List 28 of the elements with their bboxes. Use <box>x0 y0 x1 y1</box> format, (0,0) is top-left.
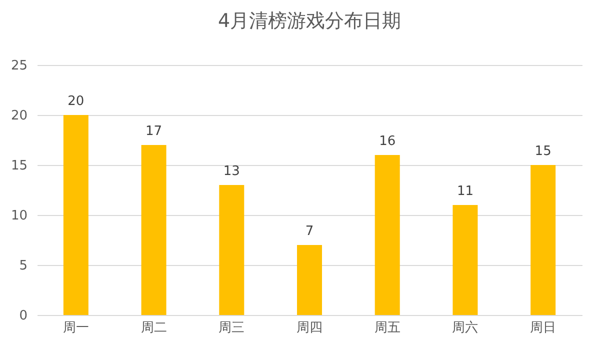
x-tick-label: 周五 <box>374 320 400 336</box>
data-label: 11 <box>456 184 474 199</box>
bar <box>141 145 166 315</box>
x-tick-label: 周四 <box>296 320 322 336</box>
bar <box>452 205 478 315</box>
bar <box>530 165 556 315</box>
y-tick-label: 25 <box>10 58 28 74</box>
x-tick-label: 周日 <box>530 320 556 336</box>
y-tick-label: 10 <box>10 208 28 224</box>
x-tick-label: 周一 <box>62 320 89 336</box>
bar <box>297 245 322 315</box>
bar <box>219 185 244 315</box>
chart-title: 4月清榜游戏分布日期 <box>218 10 402 32</box>
x-tick-label: 周二 <box>140 320 167 336</box>
y-tick-label: 5 <box>19 258 28 274</box>
bar <box>374 155 400 315</box>
data-label: 20 <box>68 94 84 109</box>
data-label: 13 <box>223 164 240 179</box>
data-label: 7 <box>305 224 314 239</box>
data-label: 16 <box>379 134 396 149</box>
x-tick-label: 周六 <box>452 320 478 336</box>
y-tick-label: 0 <box>19 308 28 324</box>
bar <box>63 115 88 315</box>
x-tick-label: 周三 <box>218 320 245 336</box>
y-tick-label: 15 <box>10 158 28 174</box>
y-tick-label: 20 <box>10 108 28 124</box>
data-label: 15 <box>534 144 552 159</box>
data-label: 17 <box>146 124 162 139</box>
